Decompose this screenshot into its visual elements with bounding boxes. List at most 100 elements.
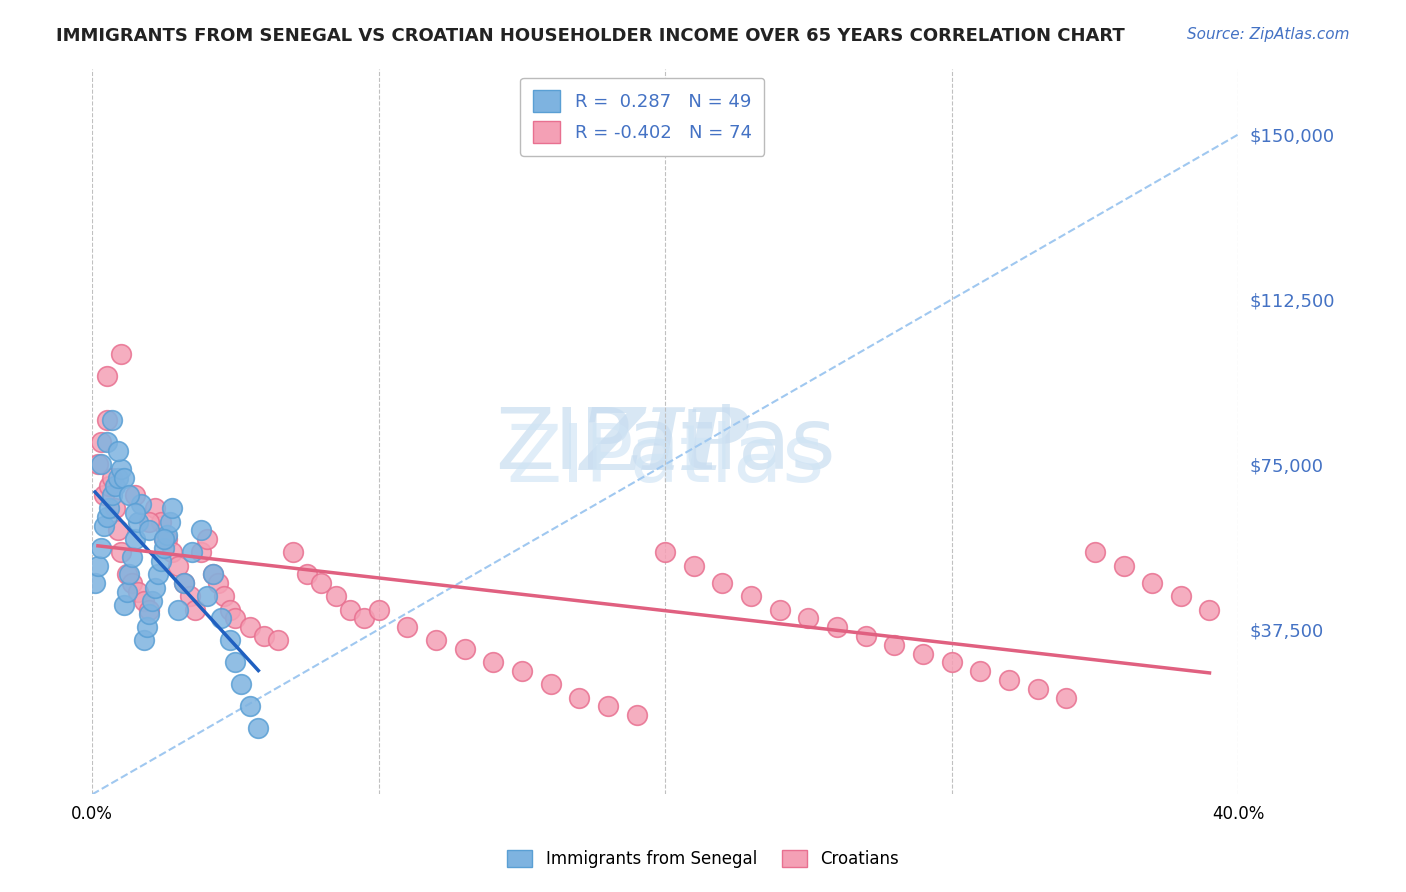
Text: ZIP: ZIP [581, 404, 749, 488]
Point [482, 656, 505, 670]
Text: ZIPatlas: ZIPatlas [506, 422, 824, 500]
Point [118, 567, 141, 582]
Point [124, 533, 146, 547]
Point [167, 558, 190, 573]
Point [339, 602, 361, 616]
Point [855, 629, 877, 643]
Point [367, 602, 389, 616]
Point [1084, 545, 1107, 559]
Point [167, 602, 190, 616]
Point [118, 488, 141, 502]
Point [711, 576, 734, 591]
Point [173, 576, 195, 591]
Point [295, 567, 318, 582]
Point [224, 611, 246, 625]
Point [156, 533, 179, 547]
Point [825, 620, 848, 634]
Point [90, 541, 112, 555]
Point [107, 444, 129, 458]
Point [797, 611, 820, 625]
Point [311, 576, 333, 591]
Point [138, 515, 160, 529]
Point [112, 598, 135, 612]
Point [239, 620, 262, 634]
Point [969, 664, 991, 678]
Point [425, 633, 447, 648]
Point [153, 533, 176, 547]
Point [209, 611, 232, 625]
Point [96, 435, 118, 450]
Point [101, 413, 124, 427]
Point [596, 699, 619, 714]
Point [153, 541, 176, 555]
Point [207, 576, 229, 591]
Point [153, 533, 176, 547]
Point [115, 567, 138, 582]
Point [127, 515, 149, 529]
Point [124, 488, 146, 502]
Point [201, 567, 224, 582]
Point [218, 633, 240, 648]
Point [1054, 690, 1077, 705]
Point [253, 629, 276, 643]
Point [138, 607, 160, 621]
Point [682, 558, 704, 573]
Point [101, 470, 124, 484]
Point [195, 590, 218, 604]
Point [93, 488, 115, 502]
Point [107, 524, 129, 538]
Point [112, 470, 135, 484]
Point [281, 545, 304, 559]
Legend: Immigrants from Senegal, Croatians: Immigrants from Senegal, Croatians [501, 843, 905, 875]
Point [110, 462, 132, 476]
Point [110, 545, 132, 559]
Point [141, 594, 163, 608]
Point [138, 602, 160, 616]
Point [218, 602, 240, 616]
Point [396, 620, 419, 634]
Point [1140, 576, 1163, 591]
Point [184, 602, 207, 616]
Point [453, 642, 475, 657]
Point [626, 708, 648, 723]
Point [654, 545, 676, 559]
Point [231, 677, 253, 691]
Point [173, 576, 195, 591]
Point [159, 515, 181, 529]
Point [90, 435, 112, 450]
Point [1170, 590, 1192, 604]
Point [325, 590, 347, 604]
Point [998, 673, 1021, 687]
Point [212, 590, 235, 604]
Point [267, 633, 290, 648]
Point [104, 501, 127, 516]
Point [162, 501, 184, 516]
Point [98, 479, 121, 493]
Point [190, 545, 212, 559]
Point [540, 677, 562, 691]
Point [110, 347, 132, 361]
Point [195, 533, 218, 547]
Point [224, 656, 246, 670]
Point [1198, 602, 1220, 616]
Point [941, 656, 963, 670]
Point [96, 413, 118, 427]
Point [149, 554, 172, 568]
Point [510, 664, 533, 678]
Point [239, 699, 262, 714]
Point [87, 458, 110, 472]
Point [90, 458, 112, 472]
Point [190, 524, 212, 538]
Point [107, 470, 129, 484]
Point [911, 647, 934, 661]
Point [121, 576, 143, 591]
Point [127, 585, 149, 599]
Point [87, 558, 110, 573]
Point [883, 638, 905, 652]
Point [124, 506, 146, 520]
Point [568, 690, 591, 705]
Point [1112, 558, 1135, 573]
Point [135, 620, 157, 634]
Point [121, 549, 143, 564]
Point [146, 567, 169, 582]
